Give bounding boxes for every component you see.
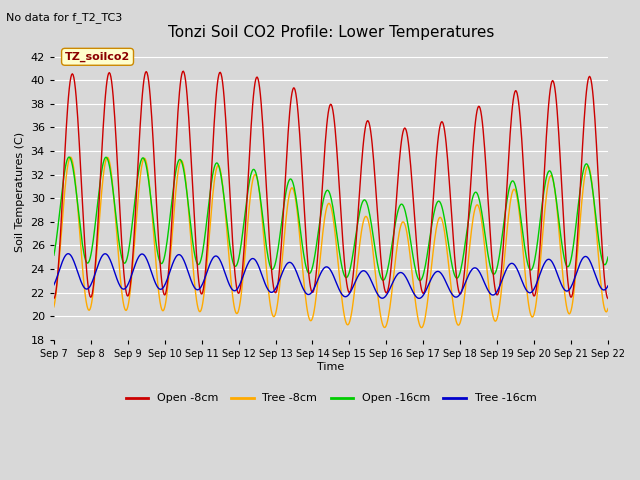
Y-axis label: Soil Temperatures (C): Soil Temperatures (C) bbox=[15, 132, 25, 252]
X-axis label: Time: Time bbox=[317, 361, 344, 372]
Legend: Open -8cm, Tree -8cm, Open -16cm, Tree -16cm: Open -8cm, Tree -8cm, Open -16cm, Tree -… bbox=[121, 389, 541, 408]
Text: No data for f_T2_TC3: No data for f_T2_TC3 bbox=[6, 12, 123, 23]
Text: TZ_soilco2: TZ_soilco2 bbox=[65, 52, 130, 62]
Title: Tonzi Soil CO2 Profile: Lower Temperatures: Tonzi Soil CO2 Profile: Lower Temperatur… bbox=[168, 24, 494, 39]
